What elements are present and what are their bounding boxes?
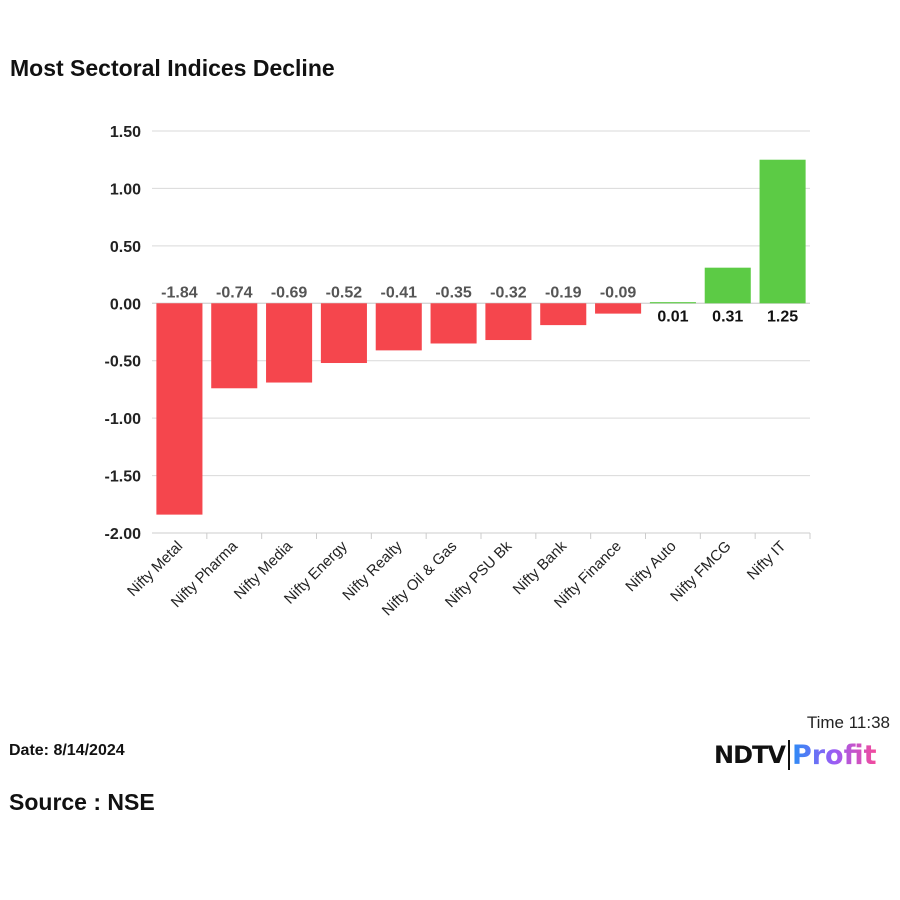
bar [759, 159, 806, 304]
y-tick-label: -2.00 [105, 526, 142, 543]
date-label: Date: 8/14/2024 [9, 742, 125, 759]
source-label: Source : NSE [9, 789, 155, 815]
y-tick-label: 1.00 [110, 181, 141, 198]
bar [540, 303, 587, 326]
data-label: -0.41 [381, 284, 418, 301]
y-tick-label: -0.50 [105, 354, 142, 371]
y-tick-label: 0.00 [110, 296, 141, 313]
data-label: -0.19 [545, 284, 582, 301]
bar [156, 303, 203, 515]
y-tick-label: -1.00 [105, 411, 142, 428]
bar [704, 267, 751, 304]
bar [485, 303, 532, 341]
logo-ndtv: NDTV [714, 741, 786, 769]
y-tick-label: 1.50 [110, 124, 141, 141]
bar [211, 303, 258, 389]
bar [649, 302, 696, 304]
data-label: -1.84 [161, 284, 198, 301]
data-label: 1.25 [767, 308, 798, 325]
bar [375, 303, 422, 351]
x-tick-label: Nifty Auto [622, 538, 679, 595]
data-label: 0.01 [657, 308, 688, 325]
logo-profit: Profit [791, 739, 877, 771]
y-tick-label: -1.50 [105, 469, 142, 486]
bar [430, 303, 477, 344]
bar [266, 303, 313, 383]
data-label: -0.09 [600, 284, 637, 301]
time-label: Time 11:38 [806, 713, 890, 733]
data-label: -0.32 [490, 284, 527, 301]
bar [320, 303, 367, 364]
bar [595, 303, 642, 314]
data-label: 0.31 [712, 308, 743, 325]
x-tick-label: Nifty IT [744, 538, 790, 584]
data-label: -0.52 [326, 284, 363, 301]
bar-chart: 1.50 1.00 0.50 0.00 -0.50 -1.00 -1.50 -2.00 -1.8… [105, 124, 811, 619]
ndtv-profit-logo: NDTV Profit [714, 738, 877, 772]
data-label: -0.35 [435, 284, 472, 301]
data-label: -0.69 [271, 284, 308, 301]
y-tick-label: 0.50 [110, 239, 141, 256]
data-label: -0.74 [216, 284, 253, 301]
logo-divider [787, 740, 790, 770]
chart-title: Most Sectoral Indices Decline [10, 55, 335, 81]
